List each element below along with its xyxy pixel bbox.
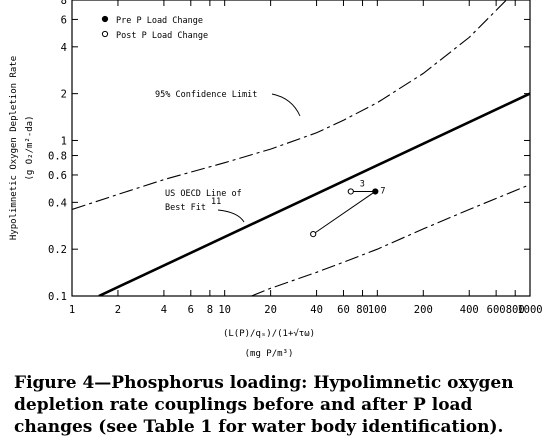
x-tick-label: 8: [207, 304, 213, 316]
y-tick-label: 0.2: [48, 244, 67, 256]
legend-marker-open: [101, 30, 109, 38]
x-tick-label: 80: [356, 304, 369, 316]
figure-caption: Figure 4—Phosphorus loading: Hypolimneti…: [14, 373, 514, 437]
x-tick-label: 4: [161, 304, 167, 316]
x-tick-label: 200: [414, 304, 433, 316]
x-axis-units: (mg P/m³): [245, 349, 294, 359]
x-tick-label: 10: [218, 304, 231, 316]
confidence-limit-line: [251, 184, 530, 296]
y-axis-units: (g O₂/m²-da): [25, 115, 35, 180]
best-fit-line: [98, 92, 530, 296]
y-tick-label: 1: [61, 135, 67, 147]
best-fit-label-line2: Best Fit: [165, 203, 206, 213]
y-tick-label: 4: [61, 42, 67, 54]
connector-line: [312, 191, 376, 235]
x-tick-label: 1: [69, 304, 75, 316]
x-tick-label: 40: [310, 304, 323, 316]
x-tick-label: 20: [264, 304, 277, 316]
y-tick-label: 0.6: [48, 170, 67, 182]
x-tick-label: 2: [115, 304, 121, 316]
point-label: 7: [380, 186, 385, 196]
x-tick-label: 800: [506, 304, 525, 316]
best-fit-label-superscript: 11: [211, 197, 221, 207]
y-axis-label: Hypolimnetic Oxygen Depletion Rate: [9, 56, 19, 240]
x-tick-label: 400: [460, 304, 479, 316]
y-tick-label: 0.8: [48, 151, 67, 163]
x-axis-label: (L(P)/qₛ)/(1+√τω): [223, 328, 315, 339]
confidence-limit-label: 95% Confidence Limit: [155, 90, 257, 100]
x-tick-label: 600: [487, 304, 506, 316]
legend-label-pre: Pre P Load Change: [116, 16, 203, 26]
x-tick-label: 60: [337, 304, 350, 316]
post-change-point: [310, 231, 317, 238]
y-tick-label: 6: [61, 14, 67, 26]
pre-change-point: [372, 188, 379, 195]
legend-marker-filled: [101, 15, 109, 23]
confidence-limit-leader: [271, 93, 301, 117]
legend-label-post: Post P Load Change: [116, 31, 208, 41]
x-tick-label: 6: [188, 304, 194, 316]
x-tick-label: 100: [368, 304, 387, 316]
best-fit-label-line1: US OECD Line of: [165, 189, 242, 199]
y-tick-label: 8: [61, 0, 67, 7]
y-tick-label: 2: [61, 89, 67, 101]
confidence-limit-line: [72, 0, 507, 211]
y-tick-label: 0.1: [48, 291, 67, 303]
x-tick-label: 1000: [517, 304, 542, 316]
best-fit-leader: [217, 209, 245, 223]
point-label: 3: [360, 179, 365, 189]
plot-frame: [71, 0, 531, 297]
y-tick-label: 0.4: [48, 197, 67, 209]
post-change-point: [347, 188, 354, 195]
